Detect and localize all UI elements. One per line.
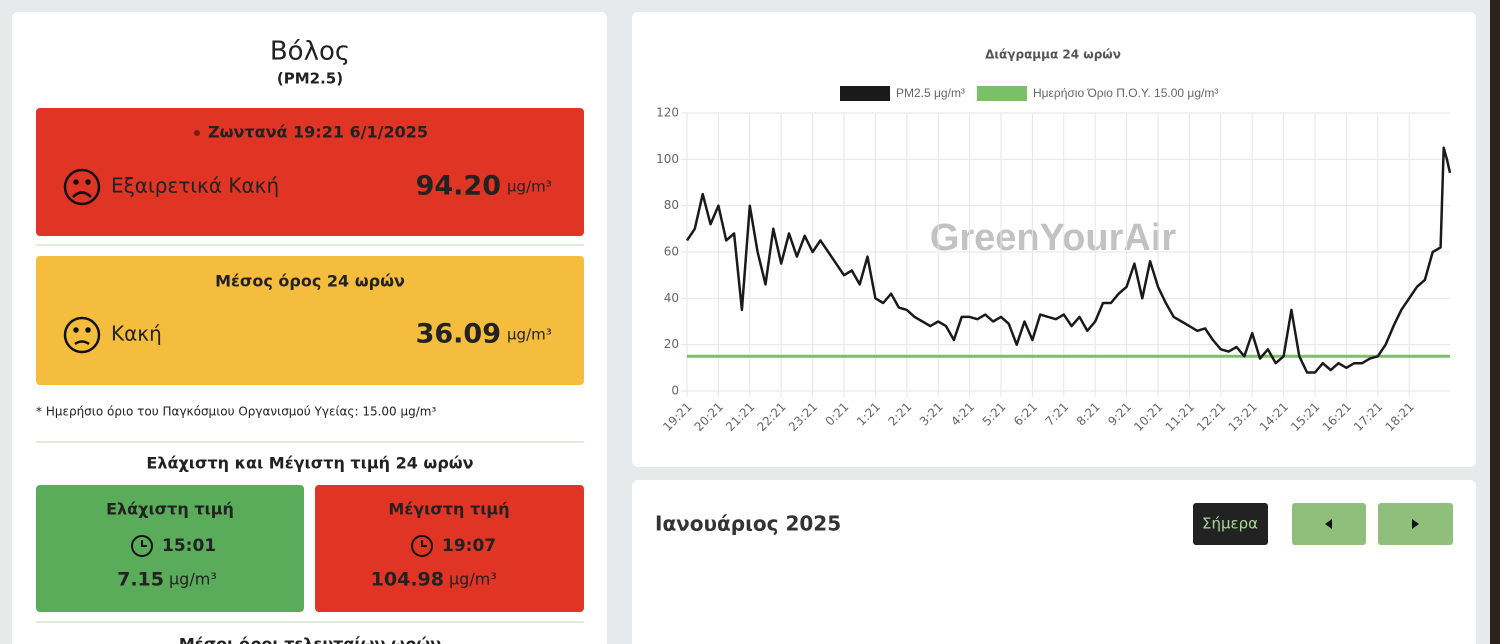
live-box	[36, 108, 584, 236]
note: * Ημερήσιο όριο του Παγκόσμιου Οργανισμο…	[36, 405, 436, 419]
chart-title: Διάγραμμα 24 ωρών	[985, 48, 1121, 62]
max-value: 104.98	[371, 569, 444, 591]
today-button[interactable]	[1193, 503, 1268, 545]
edge	[1490, 0, 1500, 644]
legend-label: Ημερήσιο Όριο Π.Ο.Υ. 15.00 μg/m³	[1033, 86, 1218, 100]
next-arrow[interactable]	[1412, 519, 1419, 529]
sad-face	[63, 316, 101, 354]
today-text[interactable]: Σήμερα	[1202, 515, 1258, 533]
series-line	[685, 146, 1452, 374]
legend-swatch	[840, 86, 890, 101]
average-box	[36, 256, 584, 385]
legend-label: PM2.5 μg/m³	[896, 86, 965, 100]
pollutant: (PM2.5)	[277, 70, 343, 88]
max-box	[315, 485, 584, 612]
clock-icon	[131, 535, 153, 557]
min-time: 15:01	[162, 536, 216, 556]
max-label: Μέγιστη τιμή	[388, 500, 509, 519]
very-sad-face	[63, 168, 101, 206]
live-unit: μg/m³	[507, 178, 552, 196]
min-label: Ελάχιστη τιμή	[106, 500, 234, 519]
y-tick-label: 80	[664, 198, 679, 212]
legend-swatch	[976, 86, 1027, 101]
next-title: Μέσοι όροι τελευταίων ωρών	[179, 635, 441, 644]
y-tick-label: 100	[656, 152, 679, 166]
minmax-title: Ελάχιστη και Μέγιστη τιμή 24 ωρών	[146, 454, 473, 473]
min-box	[36, 485, 304, 612]
live-status: Εξαιρετικά Κακή	[111, 174, 279, 198]
y-tick-label: 120	[656, 106, 679, 120]
live-label: Ζωντανά 19:21 6/1/2025	[208, 123, 428, 142]
live-value: 94.20	[416, 171, 501, 202]
min-unit: μg/m³	[169, 570, 217, 589]
live-dot	[194, 130, 200, 136]
city: Βόλος	[270, 37, 350, 67]
max-time: 19:07	[442, 536, 496, 556]
y-tick-label: 40	[664, 291, 679, 305]
average-value: 36.09	[416, 319, 501, 350]
y-tick-label: 60	[664, 245, 679, 259]
prev-arrow[interactable]	[1325, 519, 1332, 529]
average-status: Κακή	[111, 322, 162, 346]
min-value: 7.15	[117, 569, 164, 591]
y-tick-label: 0	[671, 384, 679, 398]
average-unit: μg/m³	[507, 326, 552, 344]
y-tick-label: 20	[664, 337, 679, 351]
watermark: GreenYourAir	[930, 217, 1177, 259]
average-label: Μέσος όρος 24 ωρών	[215, 272, 405, 291]
calendar-title: Ιανουάριος 2025	[655, 512, 841, 536]
max-unit: μg/m³	[449, 570, 497, 589]
clock-icon	[411, 535, 433, 557]
